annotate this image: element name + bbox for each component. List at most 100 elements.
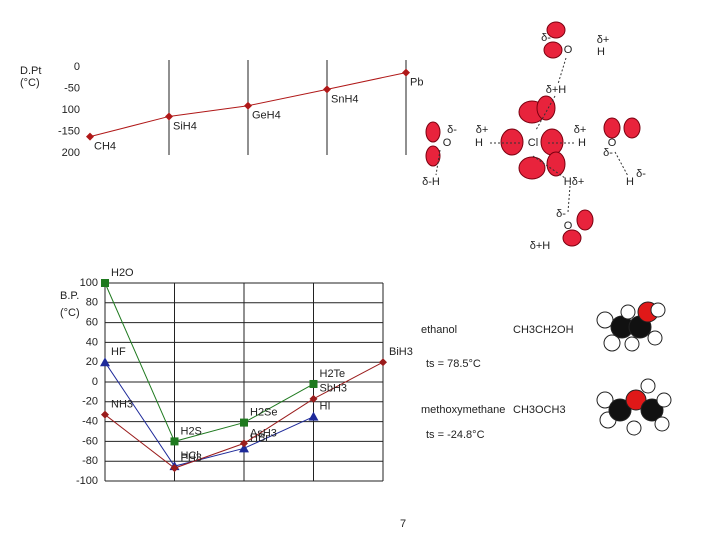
water-cluster-diagram (425, 21, 641, 247)
series-line (104, 282, 314, 442)
point-label: NH3 (111, 399, 133, 411)
y-tick-label: 60 (86, 317, 98, 329)
diagram-label: δ- (636, 168, 646, 180)
data-point (244, 101, 252, 110)
point-label: AsH3 (250, 427, 277, 439)
y-tick-label: 100 (80, 277, 98, 289)
data-point (170, 437, 179, 446)
point-label: SbH3 (320, 383, 348, 395)
compound-formula: CH3CH2OH (513, 324, 574, 336)
diagram-label: δ+ (574, 124, 587, 136)
data-point (308, 411, 319, 421)
orbital-lobe (425, 145, 441, 167)
orbital-lobe (576, 209, 594, 231)
data-point (309, 379, 318, 388)
data-point (101, 410, 109, 419)
orbital-lobe (603, 117, 621, 139)
y-tick-label: -40 (82, 416, 98, 428)
diagram-label: O (564, 220, 573, 232)
data-point (379, 358, 387, 367)
point-label: HCl (181, 450, 199, 462)
molecule-models (596, 301, 672, 436)
data-point (165, 112, 173, 121)
diagram-label: O (608, 137, 617, 149)
y-tick-label: -60 (82, 435, 98, 447)
y-axis-title: (°C) (60, 307, 80, 319)
data-point (239, 443, 249, 453)
y-tick-label: -50 (64, 82, 80, 94)
point-label: HI (320, 401, 331, 413)
point-label: SnH4 (331, 93, 359, 105)
diagram-label: δ- (541, 32, 551, 44)
point-label: H2Se (250, 406, 278, 418)
data-point (170, 464, 179, 473)
y-tick-label: 20 (86, 356, 98, 368)
data-point (86, 132, 94, 141)
y-tick-label: 0 (92, 376, 98, 388)
data-point (402, 68, 410, 77)
y-tick-label: 40 (86, 336, 98, 348)
point-label: SiH4 (173, 120, 197, 132)
y-tick-label: 0 (74, 61, 80, 73)
data-point (101, 279, 109, 287)
point-label: GeH4 (252, 110, 281, 122)
data-point (323, 85, 331, 94)
orbital-lobe (425, 121, 441, 143)
orbital-lobe (540, 128, 564, 156)
diagram-label: H (475, 137, 483, 149)
y-axis-title: D.Pt (20, 65, 41, 77)
orbital-lobe (500, 128, 524, 156)
data-point (240, 439, 248, 448)
compound-formula: CH3OCH3 (513, 404, 566, 416)
diagram-label: H (597, 46, 605, 58)
point-label: H2O (111, 267, 134, 279)
point-label: PH3 (181, 452, 202, 464)
diagram-label: δ+H (546, 84, 567, 96)
page-number: 7 (400, 518, 406, 530)
orbital-lobe (562, 229, 582, 247)
data-point (100, 357, 110, 367)
data-point (309, 394, 318, 403)
diagram-label: Hδ+ (564, 176, 585, 188)
point-label: BiH3 (389, 346, 413, 358)
boiling-point: ts = 78.5°C (426, 358, 481, 370)
y-tick-label: -20 (82, 396, 98, 408)
y-tick-label: -100 (76, 475, 98, 487)
diagram-label: O (564, 44, 573, 56)
compound-name: ethanol (421, 324, 457, 336)
data-point (240, 418, 248, 427)
orbital-lobe (546, 151, 566, 177)
diagram-label: δ+ (597, 34, 610, 46)
diagram-label: δ-H (422, 176, 440, 188)
orbital-lobe (536, 95, 556, 121)
point-label: HF (111, 346, 126, 358)
point-label: H2S (181, 425, 202, 437)
diagram-label: δ- (447, 124, 457, 136)
y-tick-label: 100 (62, 104, 80, 116)
orbital-lobe (546, 21, 566, 39)
point-label: Pb (410, 76, 423, 88)
point-label: CH4 (94, 141, 116, 153)
point-label: H2Te (320, 368, 346, 380)
y-axis-title: (°C) (20, 77, 40, 89)
y-tick-label: 80 (86, 297, 98, 309)
y-tick-label: -80 (82, 455, 98, 467)
point-label: HBr (250, 432, 269, 444)
y-tick-label: 200 (62, 147, 80, 159)
y-axis-title: B.P. (60, 290, 79, 302)
orbital-lobe (623, 117, 641, 139)
diagram-label: δ- (556, 208, 566, 220)
diagram-label: δ- (603, 147, 613, 159)
diagram-label: δ+ (476, 124, 489, 136)
orbital-lobe (518, 156, 546, 180)
diagram-label: Cl (528, 137, 538, 149)
y-tick-label: -150 (58, 125, 80, 137)
diagram-label: O (443, 137, 452, 149)
diagram-label: H (578, 137, 586, 149)
orbital-lobe (543, 41, 563, 59)
diagram-label: δ+H (530, 240, 551, 252)
compound-name: methoxymethane (421, 404, 505, 416)
series-line (104, 361, 314, 467)
diagram-label: H (626, 176, 634, 188)
